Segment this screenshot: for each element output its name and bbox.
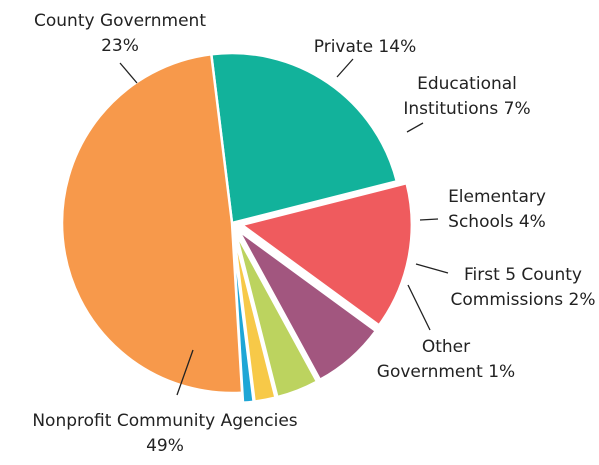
leader-line [407, 123, 423, 132]
slice-label-line: 49% [146, 436, 184, 456]
slice-label: Other Government 1% [377, 337, 515, 382]
pie-slices [62, 53, 412, 403]
slice-label-line: Nonprofit Community Agencies [32, 411, 297, 431]
leader-line [420, 219, 438, 220]
slice-label: Educational Institutions 7% [403, 74, 530, 119]
slice-label-line: Institutions 7% [403, 99, 530, 119]
leader-line [337, 59, 353, 77]
slice-label-line: County Government [34, 11, 206, 31]
slice-label: Private 14% [314, 37, 416, 57]
slice-label-line: First 5 County [464, 265, 582, 285]
slice-label: Elementary Schools 4% [448, 187, 546, 232]
leader-line [416, 264, 448, 273]
slice-label: Nonprofit Community Agencies 49% [32, 411, 297, 456]
leader-line [120, 63, 137, 83]
slice-label-line: Elementary [448, 187, 546, 207]
leader-line [408, 285, 430, 330]
slice-label-line: Other [422, 337, 470, 357]
slice-label-line: Educational [417, 74, 517, 94]
slice-label-line: Government 1% [377, 362, 515, 382]
pie-slice-nonprofit-community-agencies-49 [62, 54, 242, 393]
slice-label: First 5 County Commissions 2% [451, 265, 596, 310]
slice-label: County Government 23% [34, 11, 206, 56]
slice-label-line: Schools 4% [448, 212, 546, 232]
slice-label-line: 23% [101, 36, 139, 56]
slice-label-line: Private 14% [314, 37, 416, 57]
slice-label-line: Commissions 2% [451, 290, 596, 310]
